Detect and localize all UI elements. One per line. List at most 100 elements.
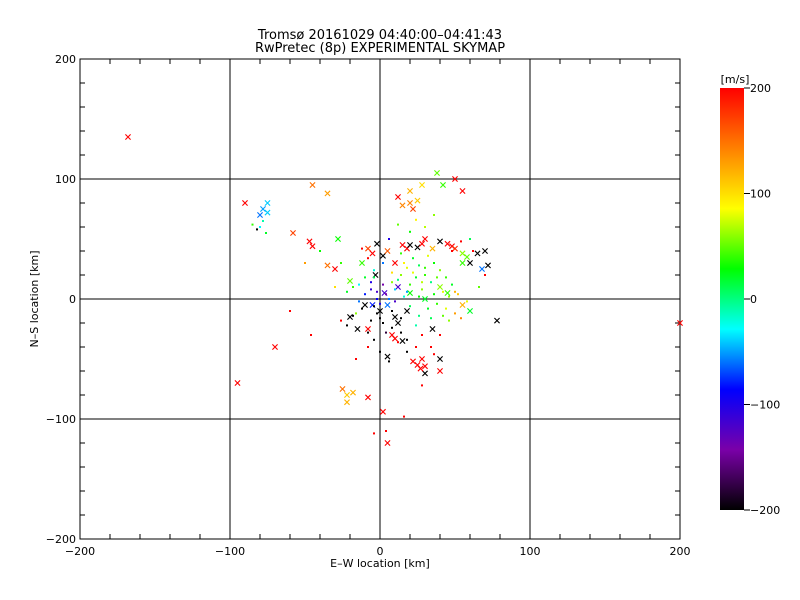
y-tick-label: −100 <box>46 413 76 426</box>
data-points <box>125 134 683 446</box>
data-point-dot <box>397 223 399 226</box>
data-point-x <box>392 260 398 266</box>
data-point-x <box>377 308 383 314</box>
data-point-dot <box>424 274 426 276</box>
data-point-x <box>407 188 413 194</box>
data-point-dot <box>403 262 405 264</box>
data-point-dot <box>415 218 417 221</box>
data-point-x <box>365 394 371 401</box>
data-point-x <box>257 212 263 218</box>
colorbar: [m/s] 200 100 0 −100 −200 <box>720 73 780 517</box>
data-point-dot <box>454 290 456 293</box>
data-point-dot <box>355 312 357 315</box>
data-point-dot <box>352 314 354 317</box>
data-point-x <box>399 202 406 209</box>
data-point-x <box>395 284 401 290</box>
data-point-dot <box>364 293 366 296</box>
colorbar-tick-label: 200 <box>750 82 771 95</box>
data-point-dot <box>259 226 261 228</box>
y-tick-label: 100 <box>55 173 76 186</box>
data-point-x <box>365 245 371 252</box>
data-point-dot <box>370 288 372 291</box>
data-point-dot <box>445 307 447 310</box>
data-point-dot <box>388 298 390 300</box>
data-point-dot <box>457 293 459 296</box>
data-point-dot <box>466 300 468 303</box>
data-point-dot <box>412 271 414 274</box>
data-point-x <box>452 176 458 182</box>
data-point-dot <box>418 295 420 298</box>
data-point-x <box>306 238 313 245</box>
data-point-dot <box>454 312 456 315</box>
data-point-x <box>407 200 413 206</box>
data-point-x <box>407 290 413 296</box>
x-tick-labels: −200 −100 0 100 200 <box>65 545 691 558</box>
data-point-x <box>437 356 443 362</box>
data-point-x <box>459 188 466 194</box>
x-tick-label: 200 <box>670 545 691 558</box>
colorbar-tick-label: −200 <box>750 504 780 517</box>
data-point-x <box>419 182 425 188</box>
data-point-x <box>384 302 391 308</box>
data-point-x <box>272 344 278 350</box>
data-point-dot <box>262 220 264 222</box>
data-point-dot <box>409 305 411 308</box>
data-point-dot <box>385 293 387 296</box>
data-point-x <box>459 250 466 257</box>
data-point-x <box>410 358 416 365</box>
data-point-dot <box>256 228 258 231</box>
data-point-dot <box>382 322 384 324</box>
data-point-x <box>474 250 481 257</box>
data-point-x <box>417 365 424 372</box>
data-point-x <box>419 356 425 362</box>
data-point-dot <box>469 238 471 240</box>
data-point-dot <box>421 334 423 336</box>
data-point-dot <box>382 283 384 286</box>
data-point-x <box>459 302 466 308</box>
x-tick-label: −100 <box>215 545 245 558</box>
colorbar-ticks: 200 100 0 −100 −200 <box>744 82 780 517</box>
data-point-x <box>359 260 365 266</box>
data-point-dot <box>391 310 393 312</box>
data-point-dot <box>433 262 435 264</box>
data-point-x <box>677 320 683 326</box>
chart-title: Tromsø 20161029 04:40:00–04:41:43 <box>257 28 502 43</box>
data-point-dot <box>400 317 402 320</box>
data-point-dot <box>397 341 399 344</box>
data-point-dot <box>388 238 390 240</box>
data-point-x <box>324 190 331 197</box>
data-point-dot <box>424 266 426 269</box>
data-point-x <box>362 302 368 308</box>
data-point-dot <box>406 338 408 341</box>
data-point-x <box>350 389 356 396</box>
data-point-x <box>467 260 473 266</box>
data-point-x <box>485 262 491 269</box>
data-point-dot <box>433 353 435 356</box>
data-point-x <box>414 197 421 204</box>
data-point-x <box>464 254 470 260</box>
data-point-dot <box>430 317 432 320</box>
data-point-x <box>384 353 391 360</box>
data-point-dot <box>391 326 393 329</box>
data-point-x <box>399 242 406 248</box>
data-point-dot <box>367 346 369 348</box>
y-tick-label: −200 <box>46 533 76 546</box>
data-point-dot <box>319 250 321 252</box>
data-point-x <box>344 392 350 398</box>
data-point-dot <box>409 283 411 286</box>
data-point-dot <box>415 324 417 327</box>
data-point-dot <box>445 276 447 279</box>
data-point-x <box>374 240 380 247</box>
data-point-x <box>399 338 406 344</box>
data-point-x <box>380 252 386 259</box>
data-point-dot <box>346 290 348 293</box>
data-point-dot <box>472 250 474 252</box>
data-point-dot <box>352 286 354 288</box>
x-axis-label: E–W location [km] <box>330 557 430 570</box>
data-point-dot <box>415 276 417 279</box>
data-point-x <box>347 278 353 284</box>
data-point-dot <box>370 319 372 322</box>
data-point-dot <box>373 305 375 308</box>
data-point-dot <box>436 302 438 305</box>
data-point-dot <box>370 281 372 284</box>
